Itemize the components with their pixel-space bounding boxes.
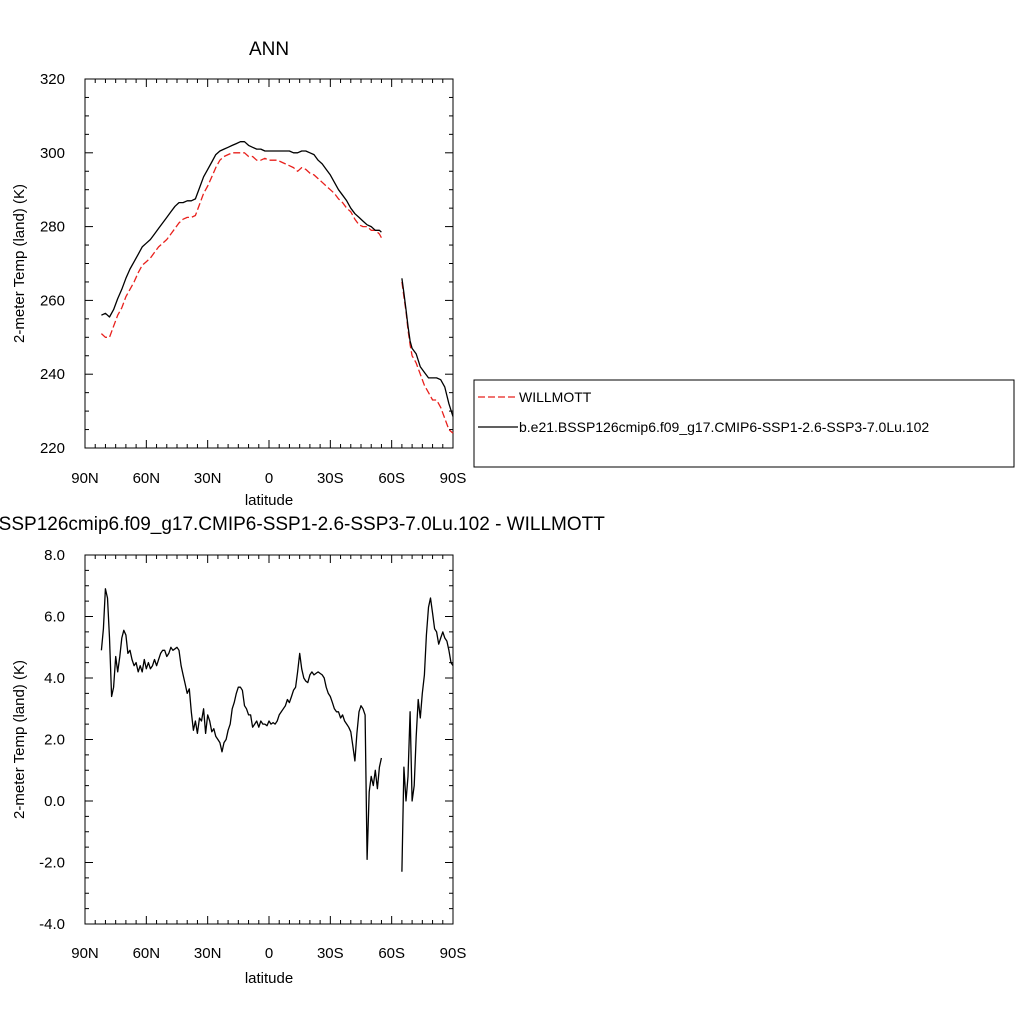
series-line-0-segment-0 <box>100 152 382 338</box>
y-tick-label: 240 <box>40 366 65 383</box>
y-tick-label: -4.0 <box>39 916 65 933</box>
y-tick-label: 320 <box>40 71 65 88</box>
y-axis-label: 2-meter Temp (land) (K) <box>11 184 28 343</box>
y-tick-label: 4.0 <box>44 670 65 687</box>
legend-label: WILLMOTT <box>519 389 592 405</box>
chart-title: b.e21.BSSP126cmip6.f09_g17.CMIP6-SSP1-2.… <box>0 514 605 535</box>
x-tick-label: 60N <box>133 470 161 487</box>
y-tick-label: 2.0 <box>44 732 65 749</box>
y-tick-label: 300 <box>40 145 65 162</box>
series-line-1-segment-0 <box>101 141 382 318</box>
series-line-0-segment-0 <box>100 588 383 861</box>
y-tick-label: 280 <box>40 219 65 236</box>
x-tick-label: 30N <box>194 945 222 962</box>
y-tick-label: 260 <box>40 292 65 309</box>
legend-box <box>473 379 1015 468</box>
plot-frame <box>84 554 454 925</box>
x-tick-label: 60S <box>378 470 405 487</box>
x-tick-label: 0 <box>265 470 273 487</box>
x-tick-label: 90N <box>71 945 99 962</box>
x-tick-label: 30S <box>317 945 344 962</box>
y-tick-label: 6.0 <box>44 609 65 626</box>
x-tick-label: 90S <box>440 470 467 487</box>
series-line-0-segment-1 <box>401 597 454 872</box>
y-tick-label: 8.0 <box>44 547 65 564</box>
x-tick-label: 90S <box>440 945 467 962</box>
y-tick-label: 0.0 <box>44 793 65 810</box>
y-axis-label: 2-meter Temp (land) (K) <box>11 660 28 819</box>
x-tick-label: 30S <box>317 470 344 487</box>
x-tick-label: 60N <box>133 945 161 962</box>
x-tick-label: 0 <box>265 945 273 962</box>
series-line-0-segment-1 <box>401 281 454 434</box>
chart-title: ANN <box>249 39 289 60</box>
x-axis-label: latitude <box>245 492 293 509</box>
y-tick-label: 220 <box>40 440 65 457</box>
y-tick-label: -2.0 <box>39 855 65 872</box>
x-axis-label: latitude <box>245 970 293 987</box>
x-tick-label: 90N <box>71 470 99 487</box>
plot-frame <box>84 78 454 449</box>
series-line-1-segment-1 <box>401 278 454 417</box>
legend-label: b.e21.BSSP126cmip6.f09_g17.CMIP6-SSP1-2.… <box>519 419 929 435</box>
x-tick-label: 30N <box>194 470 222 487</box>
x-tick-label: 60S <box>378 945 405 962</box>
